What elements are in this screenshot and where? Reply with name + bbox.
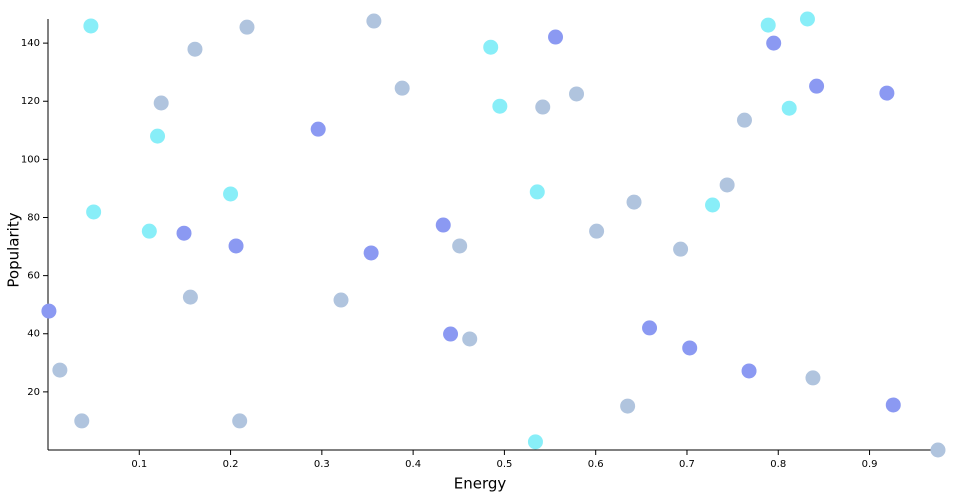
point (483, 39, 499, 55)
point (879, 85, 895, 101)
point (223, 186, 239, 202)
point (176, 225, 192, 241)
point (620, 398, 636, 414)
y-tick-label: 120 (21, 96, 40, 107)
y-tick-label: 60 (27, 271, 40, 282)
point (232, 413, 248, 429)
point (74, 413, 90, 429)
point (719, 177, 735, 193)
x-tick-label: 0.7 (679, 459, 695, 470)
point (333, 292, 349, 308)
point (310, 121, 326, 137)
point (83, 18, 99, 34)
x-tick-label: 0.5 (496, 459, 512, 470)
y-axis-title: Popularity (5, 212, 23, 287)
x-tick-label: 0.9 (862, 459, 878, 470)
point (760, 17, 776, 33)
point (930, 442, 946, 458)
y-tick-label: 40 (27, 329, 40, 340)
point (885, 397, 901, 413)
point (799, 11, 815, 27)
y-tick-label: 80 (27, 212, 40, 223)
x-tick-label: 0.1 (131, 459, 147, 470)
point (527, 434, 543, 450)
point (435, 217, 451, 233)
point (529, 184, 545, 200)
point (52, 362, 68, 378)
point (452, 238, 468, 254)
x-tick-label: 0.6 (588, 459, 604, 470)
y-tick-label: 140 (21, 38, 40, 49)
point (626, 194, 642, 210)
y-tick-label: 100 (21, 154, 40, 165)
point (182, 289, 198, 305)
x-tick-label: 0.3 (314, 459, 330, 470)
point (805, 370, 821, 386)
point (363, 245, 379, 261)
point (569, 86, 585, 102)
point (462, 331, 478, 347)
point (741, 363, 757, 379)
point (673, 241, 689, 257)
point (41, 303, 57, 319)
point (187, 41, 203, 57)
point (492, 98, 508, 114)
y-tick-label: 20 (27, 387, 40, 398)
point (443, 326, 459, 342)
point (548, 29, 564, 45)
point (153, 95, 169, 111)
point (535, 99, 551, 115)
x-tick-label: 0.8 (770, 459, 786, 470)
x-axis-title: Energy (454, 475, 507, 493)
point (86, 204, 102, 220)
point (150, 128, 166, 144)
point (141, 223, 157, 239)
x-tick-label: 0.4 (405, 459, 421, 470)
point (394, 80, 410, 96)
point (589, 223, 605, 239)
point (239, 19, 255, 35)
point (809, 78, 825, 94)
point (366, 13, 382, 29)
x-tick-label: 0.2 (223, 459, 239, 470)
point (642, 320, 658, 336)
point (682, 340, 698, 356)
point (736, 112, 752, 128)
point (705, 197, 721, 213)
point (228, 238, 244, 254)
point (781, 100, 797, 116)
point (766, 35, 782, 51)
